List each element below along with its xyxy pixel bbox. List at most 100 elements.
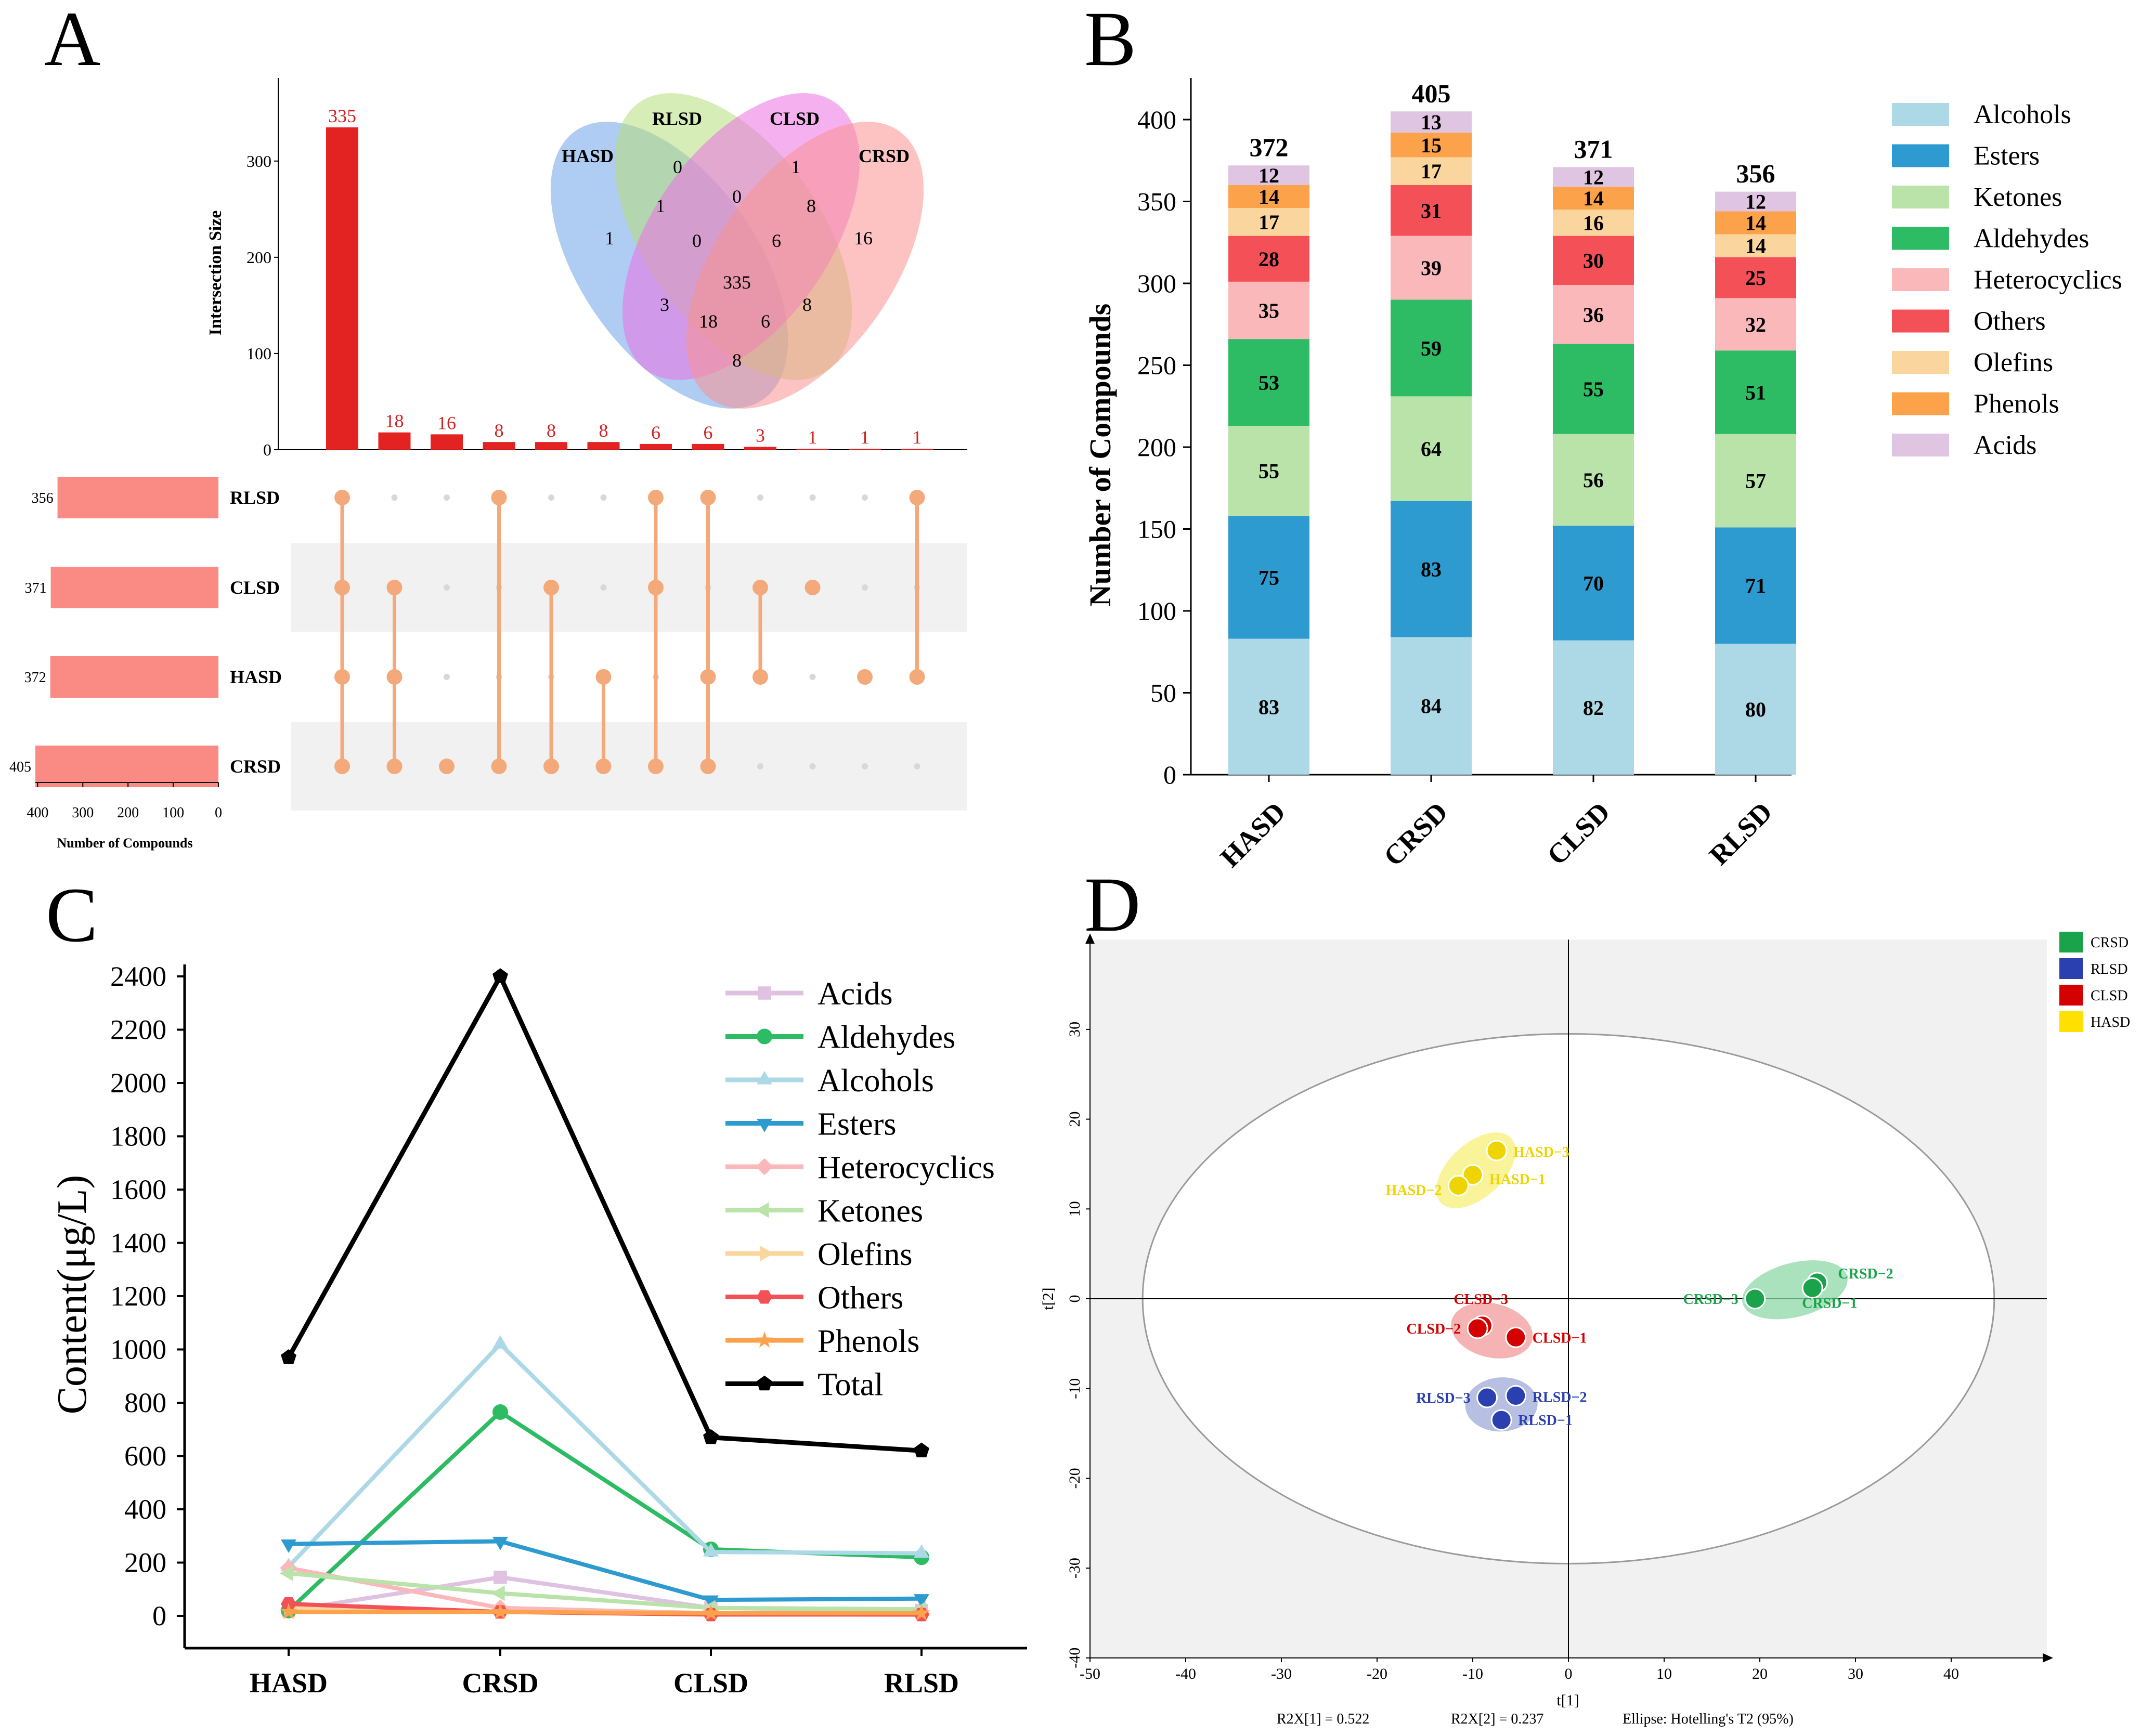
matrix-dot-empty [862,494,868,501]
d-y-tick-label: -20 [1066,1468,1083,1489]
stacked-segment-aldehydes [1391,299,1472,397]
set-size-label: 372 [24,670,46,686]
pca-point-label: RLSD−3 [1416,1390,1471,1406]
pca-point-label: CLSD−1 [1533,1330,1587,1346]
matrix-dot-filled [386,580,403,595]
intersection-bar-label: 6 [704,422,713,443]
c-legend-label: Aldehydes [818,1020,955,1055]
set-size-bar [35,746,218,787]
pca-point-label: HASD−3 [1513,1144,1569,1160]
c-y-axis-title: Content(μg/L) [49,1175,95,1415]
matrix-dot-filled [491,490,507,505]
b-legend-swatch [1892,434,1949,456]
a-y-tick-label: 0 [263,440,271,459]
venn-set-label: HASD [562,146,614,166]
a-set-size-tick-label: 400 [27,805,48,821]
matrix-dot-filled [386,759,403,774]
intersection-bar-label: 8 [547,420,556,441]
c-legend: Acids Aldehydes Alcohols Esters Heterocyclic… [725,976,995,1403]
matrix-dot-empty [548,494,554,501]
c-legend-label: Phenols [818,1324,919,1359]
panel-d-label: D [1084,862,1140,948]
intersection-bar-label: 6 [651,422,660,443]
d-y-tick-label: -10 [1066,1378,1083,1399]
a-set-size-tick-label: 300 [72,805,94,821]
pca-point-rlsd [1505,1385,1527,1407]
b-y-tick-label: 100 [1137,596,1176,625]
c-series-line-alcohols [287,1341,922,1568]
b-legend-swatch [1892,309,1949,333]
stacked-segment-alcohols [1715,644,1796,775]
c-point-phenols [913,1604,930,1621]
set-size-bar [57,477,219,518]
c-point-phenols [702,1604,720,1621]
intersection-bar [692,443,724,450]
segment-value-label: 84 [1421,695,1442,718]
d-legend: CRSD RLSD CLSD HASD [2059,932,2130,1032]
stacked-segment-others [1553,236,1634,285]
matrix-dot-filled [648,759,664,774]
venn-region-count: 8 [807,195,816,216]
intersection-bar [587,442,620,450]
c-y-tick-label: 2200 [110,1014,166,1046]
matrix-dot-empty [391,494,398,501]
panel-b-label: B [1084,0,1136,82]
c-point-total [492,968,508,983]
c-y-tick-label: 800 [124,1387,166,1418]
c-legend-marker [758,986,771,1000]
pca-point-label: HASD−2 [1386,1182,1442,1198]
set-size-bar [50,567,219,608]
d-footer-r2x2: R2X[2] = 0.237 [1451,1711,1543,1727]
stacked-segment-others [1228,236,1309,282]
stacked-segment-aldehydes [1553,344,1634,434]
matrix-dot-filled [595,759,612,774]
segment-value-label: 30 [1583,249,1604,272]
c-series-line-esters [288,1539,922,1602]
b-legend-label: Esters [1974,141,2040,171]
stacked-segment-ketones [1715,434,1796,528]
matrix-dot-empty [914,763,920,769]
c-x-tick-label: HASD [250,1667,328,1699]
segment-value-label: 16 [1583,211,1604,234]
bar-total-label: 405 [1412,79,1451,108]
venn-set-label: CRSD [859,146,910,166]
c-point-esters [281,1539,296,1553]
b-legend-label: Others [1974,307,2046,336]
pca-point-hasd [1462,1164,1484,1186]
pca-point-label: RLSD−2 [1533,1390,1587,1406]
d-x-axis-title: t[1] [1556,1692,1579,1709]
segment-value-label: 17 [1258,211,1279,234]
segment-value-label: 57 [1745,469,1766,493]
venn-region-count: 335 [723,272,751,293]
b-y-axis-title: Number of Compounds [1083,304,1117,606]
c-series-line-phenols [289,1610,922,1615]
segment-value-label: 75 [1258,566,1279,589]
venn-region-count: 3 [660,294,669,315]
matrix-dot-filled [909,669,925,685]
c-legend-label: Ketones [818,1194,923,1229]
a-set-size-tick-label: 100 [162,805,184,821]
segment-value-label: 59 [1421,336,1442,360]
d-y-tick-label: -40 [1066,1648,1083,1668]
c-legend-marker [757,1028,772,1045]
d-legend-label: CRSD [2091,935,2129,951]
set-size-bar [50,656,218,698]
matrix-dot-filled [543,759,559,774]
venn-region-count: 0 [692,230,702,251]
b-legend-label: Phenols [1974,389,2059,419]
a-y-tick-label: 200 [246,248,271,267]
segment-value-label: 36 [1583,303,1604,327]
pca-point-clsd [1467,1317,1488,1339]
c-point-esters [492,1536,508,1550]
segment-value-label: 70 [1583,571,1604,595]
venn-region-count: 0 [732,186,742,207]
d-x-tick-label: 0 [1565,1665,1573,1682]
matrix-dot-filled [595,669,612,685]
intersection-bar [378,432,411,450]
c-legend-label: Heterocyclics [818,1150,995,1185]
matrix-dot-empty [809,763,816,769]
c-point-aldehydes [492,1404,508,1420]
matrix-dot-empty [757,494,763,501]
segment-value-label: 14 [1583,187,1604,210]
